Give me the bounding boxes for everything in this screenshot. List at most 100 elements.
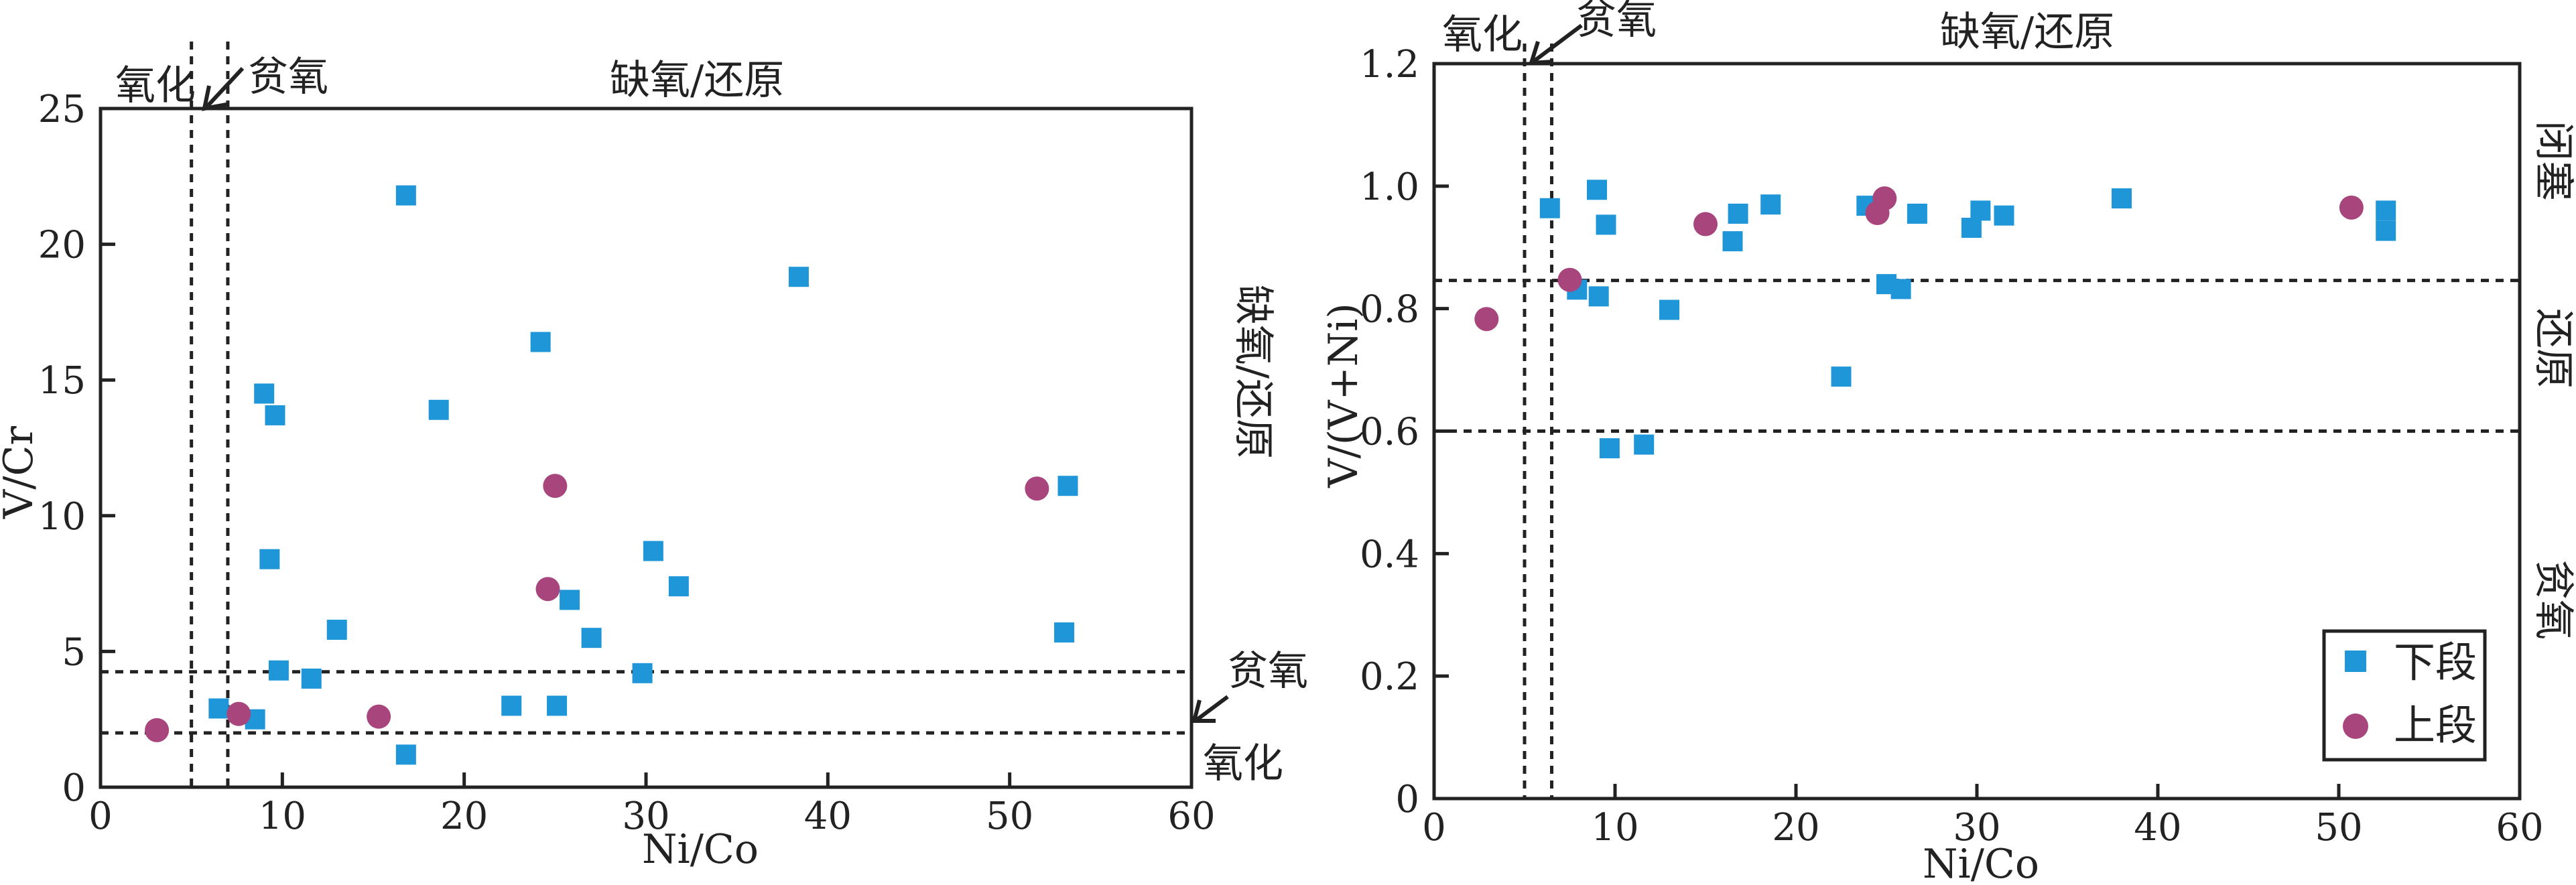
point-lower [259, 549, 280, 569]
point-upper [367, 704, 391, 729]
point-lower [395, 744, 416, 765]
point-lower [208, 698, 229, 719]
y-axis-title: V/(V+Ni) [1320, 303, 1367, 488]
point-lower [788, 267, 809, 287]
arrow-icon [1192, 695, 1229, 723]
plot-frame [99, 107, 1194, 789]
point-lower [1588, 286, 1609, 307]
point-lower [2376, 220, 2396, 241]
x-tick-label: 20 [440, 795, 488, 838]
point-lower [547, 695, 568, 716]
zone-label-right-anoxic: 缺氧/还原 [1230, 285, 1277, 459]
x-tick-label: 40 [804, 795, 852, 838]
y-tick-label: 0.8 [1360, 288, 1419, 332]
zone-label-top-dysoxic: 贫氧 [248, 54, 328, 100]
x-tick-label: 50 [986, 795, 1033, 838]
point-lower [632, 663, 653, 683]
y-tick-label: 15 [38, 359, 86, 403]
point-lower [1539, 198, 1560, 218]
point-lower [326, 619, 347, 640]
point-upper [543, 474, 568, 498]
x-tick-label: 40 [2134, 806, 2181, 849]
y-tick-label: 1.2 [1360, 43, 1419, 86]
point-lower [501, 695, 522, 716]
point-lower [254, 383, 275, 404]
point-lower [428, 399, 449, 420]
y-tick-label: 5 [62, 630, 86, 674]
point-upper [1872, 186, 1897, 211]
point-upper [1693, 212, 1718, 236]
point-lower [643, 541, 663, 561]
axis-ticks: 0 10 20 30 40 50 60 0 0.2 0.4 0.6 0.8 1.0 1.2 [1360, 43, 2544, 849]
legend-box [2322, 629, 2487, 762]
y-tick-label: 10 [38, 495, 86, 539]
y-tick-label: 25 [38, 88, 86, 131]
point-lower [1599, 438, 1620, 459]
zone-label-top-anoxic: 缺氧/还原 [610, 57, 784, 104]
point-lower [1722, 231, 1743, 252]
point-upper [535, 577, 560, 602]
point-lower [301, 668, 322, 689]
point-lower [1961, 217, 1982, 238]
y-tick-label: 0.2 [1360, 655, 1419, 699]
point-upper [2339, 195, 2364, 220]
x-axis-title: Ni/Co [642, 826, 759, 873]
point-lower [2112, 188, 2132, 209]
point-upper [145, 718, 170, 742]
x-tick-label: 20 [1772, 806, 1819, 849]
y-tick-label: 0 [1395, 778, 1419, 821]
x-axis-title: Ni/Co [1923, 841, 2039, 885]
zone-label-top-oxic: 氧化 [1442, 11, 1523, 58]
legend: 下段 上段 [2322, 629, 2487, 762]
legend-marker-upper [2343, 713, 2368, 739]
chart-v-cr: 0 10 20 30 40 50 60 0 5 10 15 20 25 Ni/Co V/Cr 氧化 贫氧… [0, 42, 1308, 873]
point-lower [1890, 279, 1911, 299]
point-upper [1025, 476, 1049, 501]
x-tick-label: 0 [1422, 806, 1446, 849]
point-lower [581, 628, 602, 649]
zone-label-right-dysoxic: 贫氧 [1228, 648, 1308, 695]
axis-ticks: 0 10 20 30 40 50 60 0 5 10 15 20 25 [38, 88, 1216, 838]
point-lower [1659, 299, 1679, 320]
arrow-icon [202, 66, 245, 111]
threshold-lines [1434, 44, 2520, 799]
point-lower [1970, 200, 1991, 221]
point-lower [1587, 180, 1607, 200]
point-lower [395, 185, 416, 206]
point-lower [1760, 194, 1781, 215]
x-tick-label: 10 [1591, 806, 1638, 849]
legend-label-upper: 上段 [2394, 701, 2477, 750]
x-tick-label: 60 [2496, 806, 2543, 849]
point-lower [560, 590, 580, 610]
zone-label-right-reduced: 还原 [2530, 308, 2576, 389]
point-upper [1474, 307, 1499, 332]
point-lower [265, 405, 285, 425]
y-tick-label: 1.0 [1360, 165, 1419, 209]
point-lower [1831, 366, 1852, 387]
point-lower [1596, 214, 1616, 235]
data-points [1474, 180, 2396, 459]
x-tick-label: 60 [1167, 795, 1215, 838]
x-tick-label: 0 [88, 795, 113, 838]
legend-label-lower: 下段 [2394, 638, 2477, 687]
y-tick-label: 0.4 [1360, 533, 1419, 576]
y-tick-label: 0.6 [1360, 411, 1419, 454]
x-tick-label: 30 [1953, 806, 2000, 849]
legend-marker-lower [2345, 651, 2366, 672]
x-tick-label: 10 [259, 795, 306, 838]
point-lower [1728, 203, 1748, 224]
point-lower [1054, 622, 1075, 643]
y-tick-label: 0 [62, 766, 86, 810]
zone-label-right-dysoxic: 贫氧 [2530, 559, 2576, 640]
arrow-icon [1528, 23, 1583, 66]
zone-label-right-closed: 闭塞 [2530, 121, 2576, 201]
point-lower [1634, 434, 1655, 455]
y-axis-title: V/Cr [0, 426, 42, 519]
zone-label-top-anoxic: 缺氧/还原 [1940, 9, 2114, 56]
point-lower [268, 660, 289, 681]
point-upper [227, 701, 251, 726]
x-tick-label: 50 [2315, 806, 2362, 849]
zone-label-top-oxic: 氧化 [115, 62, 196, 109]
chart-v-vni: 0 10 20 30 40 50 60 0 0.2 0.4 0.6 0.8 1.0 1.2 Ni/Co V… [1320, 0, 2576, 885]
